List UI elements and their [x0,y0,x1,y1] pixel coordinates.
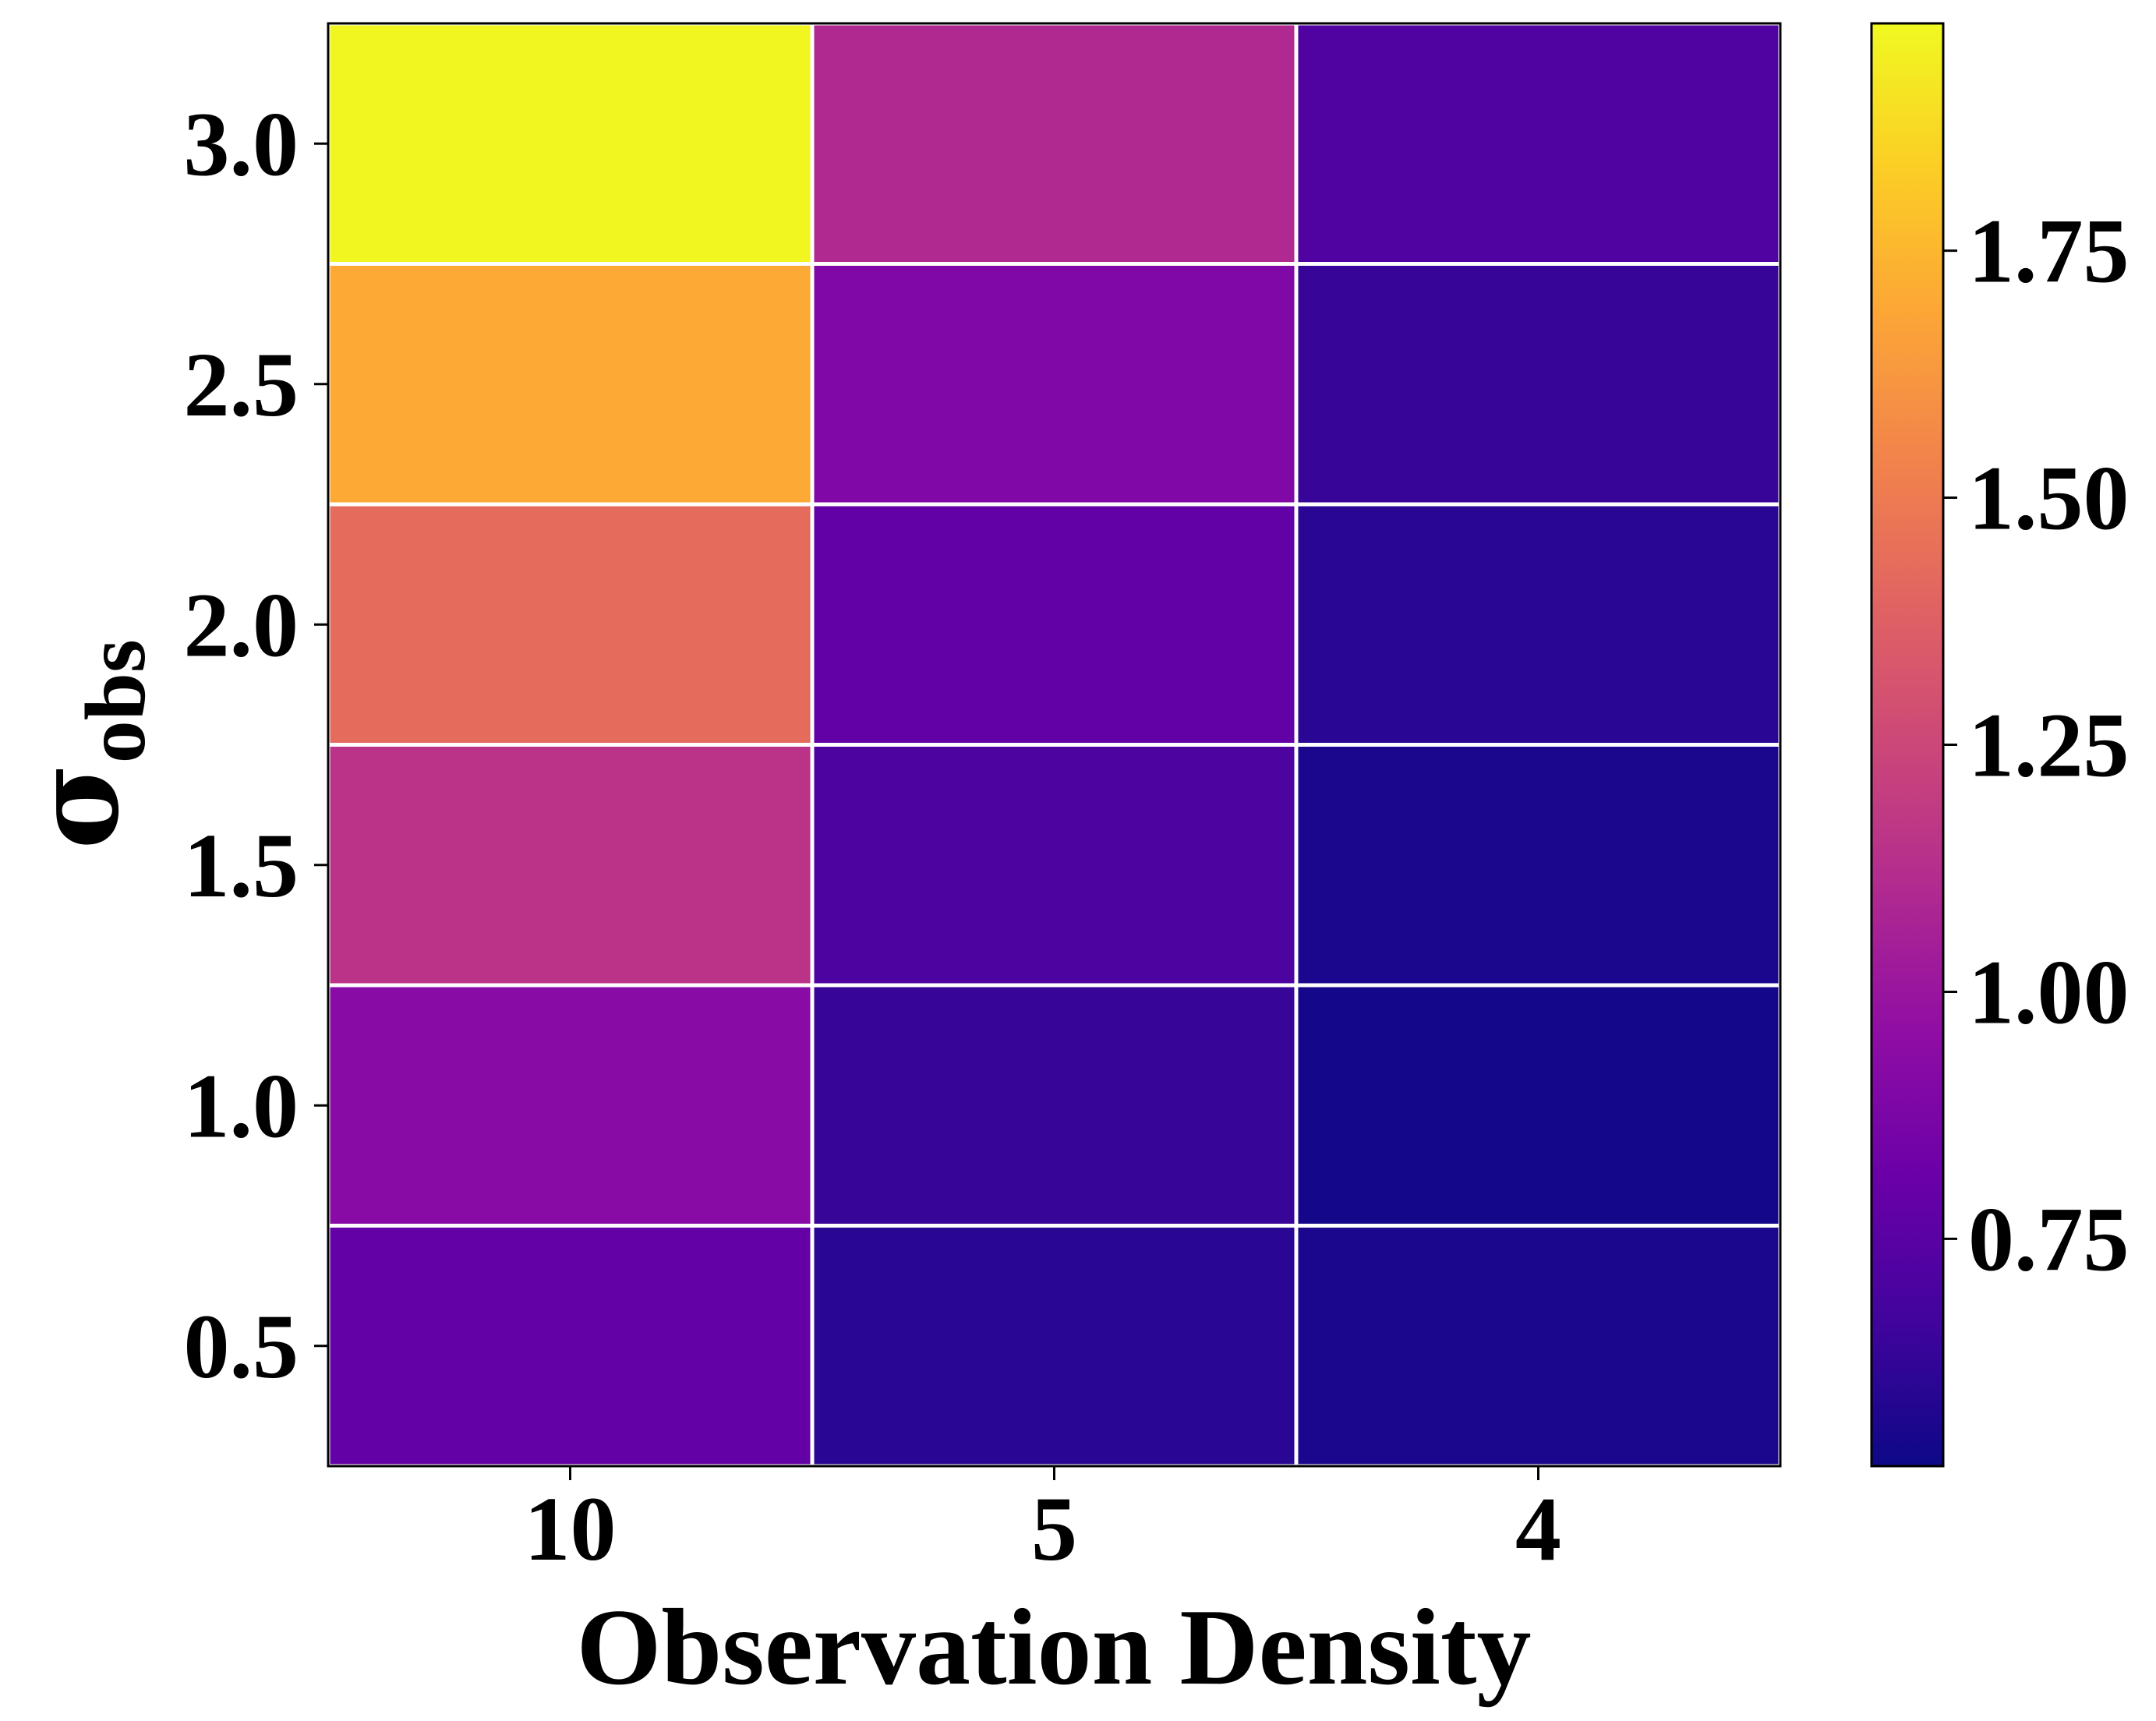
y-tick-label: 1.0 [184,1055,299,1157]
x-axis-ticks: 10 5 4 [525,1466,1561,1580]
heatmap-cell [1294,1224,1783,1468]
heatmap-cell [326,1224,815,1468]
y-tick-label: 1.5 [184,815,299,917]
heatmap-cell [810,21,1299,266]
y-axis-title-sub: obs [68,639,163,763]
heatmap-cells [326,21,1783,1468]
y-tick-label: 3.0 [184,93,299,195]
heatmap-cell [810,502,1299,747]
y-tick-label: 0.5 [184,1295,299,1398]
heatmap-cell [1294,262,1783,507]
heatmap-cell [1294,743,1783,988]
heatmap-cell [326,743,815,988]
svg-text:σobs: σobs [8,639,163,850]
heatmap-cell [1294,983,1783,1228]
x-tick-label: 5 [1031,1478,1077,1580]
heatmap-cell [1294,21,1783,266]
colorbar-ticks: 0.75 1.00 1.25 1.50 1.75 [1943,200,2129,1290]
colorbar-tick-label: 0.75 [1968,1188,2129,1290]
colorbar [1870,22,1945,1468]
heatmap-cell [1294,502,1783,747]
heatmap-cell [810,262,1299,507]
heatmap-cell [810,1224,1299,1468]
x-tick-label: 10 [525,1478,617,1580]
heatmap-cell [810,983,1299,1228]
heatmap-cell [326,262,815,507]
x-tick-label: 4 [1515,1478,1561,1580]
y-axis-title: σobs [8,639,163,850]
x-axis-title: Observation Density [577,1587,1532,1708]
heatmap-cell [326,983,815,1228]
y-tick-label: 2.0 [184,574,299,676]
colorbar-tick-label: 1.00 [1968,941,2129,1043]
heatmap-cell [326,502,815,747]
heatmap-cell [810,743,1299,988]
colorbar-tick-label: 1.50 [1968,447,2129,550]
heatmap-cell [326,21,815,266]
colorbar-tick-label: 1.25 [1968,694,2129,797]
y-tick-label: 2.5 [184,334,299,436]
y-axis-title-main: σ [8,763,145,850]
colorbar-tick-label: 1.75 [1968,200,2129,302]
y-axis-ticks: 3.0 2.5 2.0 1.5 1.0 0.5 [184,93,328,1398]
